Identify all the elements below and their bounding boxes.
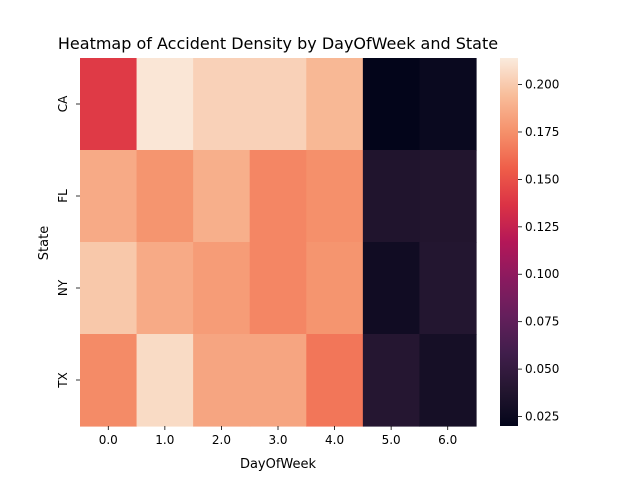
x-tick-label: 6.0: [438, 433, 457, 447]
heatmap-cell-FL-2.0: [193, 150, 251, 243]
heatmap-cell-FL-5.0: [362, 150, 421, 243]
heatmap-cell-TX-6.0: [419, 334, 477, 427]
heatmap-cell-NY-0.0: [80, 242, 138, 335]
y-axis: CA FL NY TX: [56, 95, 80, 389]
colorbar-tick-label: 0.075: [525, 315, 559, 329]
heatmap-cell-CA-6.0: [419, 58, 477, 151]
colorbar: 0.025 0.050 0.075 0.100 0.125 0.150 0.175 0.200: [500, 58, 559, 426]
heatmap-cell-CA-5.0: [362, 58, 421, 151]
x-tick-label: 4.0: [325, 433, 344, 447]
y-tick-label: CA: [56, 95, 70, 112]
heatmap-cell-TX-2.0: [193, 334, 251, 427]
heatmap-cell-FL-1.0: [136, 150, 194, 243]
colorbar-tick-label: 0.100: [525, 267, 559, 281]
colorbar-tick-label: 0.150: [525, 172, 559, 186]
colorbar-tick-label: 0.200: [525, 78, 559, 92]
heatmap-cell-TX-5.0: [362, 334, 421, 427]
heatmap-cell-CA-1.0: [136, 58, 194, 151]
colorbar-gradient: [500, 58, 518, 426]
heatmap-cell-NY-3.0: [249, 242, 307, 335]
colorbar-tick-label: 0.125: [525, 220, 559, 234]
heatmap-cell-NY-5.0: [362, 242, 421, 335]
heatmap-cell-CA-0.0: [80, 58, 138, 151]
colorbar-tick-label: 0.175: [525, 125, 559, 139]
heatmap-cell-NY-4.0: [306, 242, 364, 335]
heatmap-cell-NY-6.0: [419, 242, 477, 335]
x-tick-label: 0.0: [99, 433, 118, 447]
heatmap-cell-TX-1.0: [136, 334, 194, 427]
heatmap-cell-FL-4.0: [306, 150, 364, 243]
y-tick-label: FL: [56, 189, 70, 203]
heatmap-cell-CA-2.0: [193, 58, 251, 151]
y-axis-label: State: [37, 226, 52, 260]
x-tick-label: 5.0: [382, 433, 401, 447]
heatmap-cell-TX-0.0: [80, 334, 138, 427]
x-axis: 0.0 1.0 2.0 3.0 4.0 5.0 6.0: [99, 426, 457, 447]
heatmap-cell-CA-3.0: [249, 58, 307, 151]
x-tick-label: 2.0: [212, 433, 231, 447]
heatmap-cell-CA-4.0: [306, 58, 364, 151]
heatmap-cells: [80, 58, 477, 427]
chart-title: Heatmap of Accident Density by DayOfWeek…: [58, 34, 498, 53]
heatmap-cell-TX-4.0: [306, 334, 364, 427]
heatmap-cell-NY-1.0: [136, 242, 194, 335]
colorbar-tick-label: 0.025: [525, 410, 559, 424]
x-axis-label: DayOfWeek: [240, 457, 317, 472]
x-tick-label: 1.0: [155, 433, 174, 447]
heatmap-cell-FL-6.0: [419, 150, 477, 243]
x-tick-label: 3.0: [268, 433, 287, 447]
colorbar-tick-label: 0.050: [525, 362, 559, 376]
y-tick-label: TX: [56, 372, 70, 389]
y-tick-label: NY: [56, 279, 70, 296]
heatmap-cell-NY-2.0: [193, 242, 251, 335]
heatmap-cell-TX-3.0: [249, 334, 307, 427]
heatmap-cell-FL-0.0: [80, 150, 138, 243]
heatmap-cell-FL-3.0: [249, 150, 307, 243]
